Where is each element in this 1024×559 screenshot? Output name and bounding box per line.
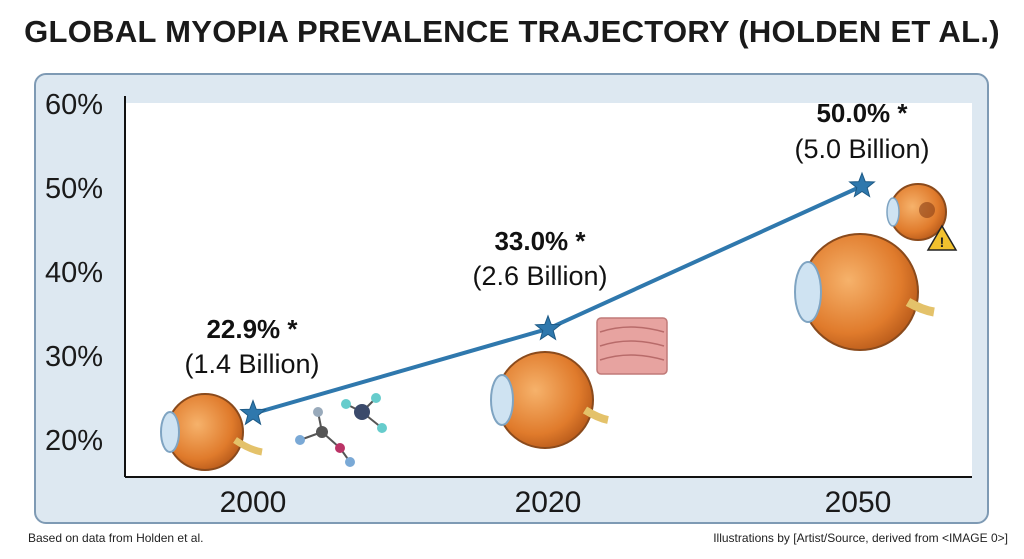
footer-credit-note: Illustrations by [Artist/Source, derived… [713,531,1008,545]
data-label-value: 50.0% * [816,98,908,128]
y-tick-label: 40% [45,257,103,289]
data-label-population: (1.4 Billion) [184,349,319,379]
eye-illustration-2000 [160,393,263,471]
eye-illustration-2050-large [794,233,935,351]
y-tick-label: 60% [45,89,103,121]
warning-icon: ! [926,224,958,251]
eye-illustration-2050-small [886,183,947,241]
data-labels: 22.9% * (1.4 Billion) 33.0% * (2.6 Billion)… [184,98,929,379]
x-tick-label: 2050 [825,486,892,519]
data-label-value: 33.0% * [494,226,586,256]
data-point-star [239,399,267,426]
y-tick-label: 20% [45,425,103,457]
x-tick-label: 2000 [220,486,287,519]
series-layer [239,171,876,426]
svg-text:!: ! [940,234,945,250]
data-point-star [534,314,562,341]
y-tick-label: 50% [45,173,103,205]
x-tick-label: 2020 [515,486,582,519]
x-tick-labels: 2000 2020 2050 [220,486,892,519]
tissue-illustration [596,317,668,375]
y-tick-label: 30% [45,341,103,373]
eye-illustration-2020 [490,351,609,449]
chart-title: GLOBAL MYOPIA PREVALENCE TRAJECTORY (HOL… [24,14,1000,49]
data-label-population: (5.0 Billion) [794,134,929,164]
data-label-value: 22.9% * [206,314,298,344]
y-tick-labels: 60% 50% 40% 30% 20% [45,89,103,457]
footer-source-note: Based on data from Holden et al. [28,531,204,545]
molecule-illustration [295,393,387,467]
data-point-star [848,171,876,198]
data-label-population: (2.6 Billion) [472,261,607,291]
